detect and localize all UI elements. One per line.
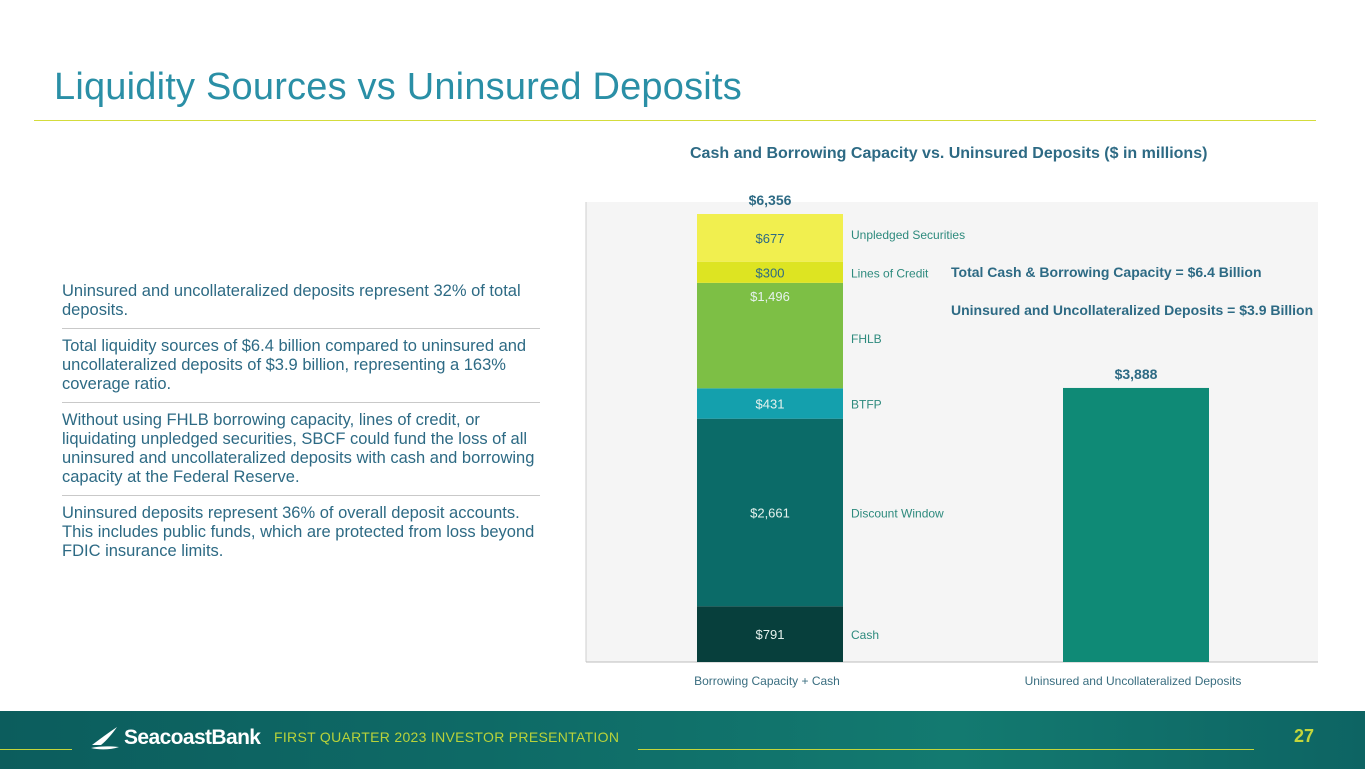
key-points-list: Uninsured and uncollateralized deposits … [62, 282, 540, 569]
brand-name: SeacoastBank [124, 726, 261, 749]
bar-segment [1063, 387, 1209, 662]
series-label: BTFP [851, 397, 882, 411]
page-number: 27 [1294, 726, 1315, 746]
total-capacity-annotation: Total Cash & Borrowing Capacity = $6.4 B… [951, 264, 1262, 280]
x-axis-category-label: Uninsured and Uncollateralized Deposits [1024, 674, 1242, 688]
series-label: FHLB [851, 332, 882, 346]
data-label: $431 [756, 396, 785, 411]
footer-divider [0, 749, 72, 750]
bar-segment [697, 261, 843, 283]
sailboat-icon [91, 727, 119, 750]
data-label: $677 [756, 231, 785, 246]
total-label: $3,888 [1115, 366, 1158, 382]
data-label: $791 [756, 627, 785, 642]
page-title: Liquidity Sources vs Uninsured Deposits [54, 66, 742, 108]
footer: SeacoastBank FIRST QUARTER 2023 INVESTOR… [0, 711, 1365, 769]
series-label: Discount Window [851, 506, 944, 520]
stacked-bar-chart: $791 Cash $2,661 Discount Window $431 BTFP $1,… [585, 192, 1318, 663]
total-label: $6,356 [749, 192, 792, 208]
data-label: $2,661 [750, 505, 790, 520]
bar-segment [697, 606, 843, 662]
presentation-tagline: FIRST QUARTER 2023 INVESTOR PRESENTATION [274, 729, 620, 745]
data-label: $1,496 [750, 289, 790, 304]
bar-segment [697, 282, 843, 389]
key-point: Total liquidity sources of $6.4 billion … [62, 328, 540, 402]
key-point: Uninsured deposits represent 36% of over… [62, 495, 540, 569]
key-point: Without using FHLB borrowing capacity, l… [62, 402, 540, 495]
bar-segment [697, 418, 843, 607]
data-label: $300 [756, 265, 785, 280]
title-divider [34, 120, 1316, 121]
x-axis-category-label: Borrowing Capacity + Cash [694, 674, 840, 688]
seacoast-logo: SeacoastBank [90, 723, 261, 753]
footer-divider [638, 749, 1254, 750]
series-label: Lines of Credit [851, 266, 929, 280]
key-point: Uninsured and uncollateralized deposits … [62, 282, 521, 319]
uninsured-annotation: Uninsured and Uncollateralized Deposits … [951, 302, 1314, 318]
series-label: Unpledged Securities [851, 228, 965, 242]
chart-title: Cash and Borrowing Capacity vs. Uninsure… [690, 145, 1208, 162]
bar-segment [697, 214, 843, 262]
series-label: Cash [851, 628, 879, 642]
bar-segment [697, 388, 843, 419]
